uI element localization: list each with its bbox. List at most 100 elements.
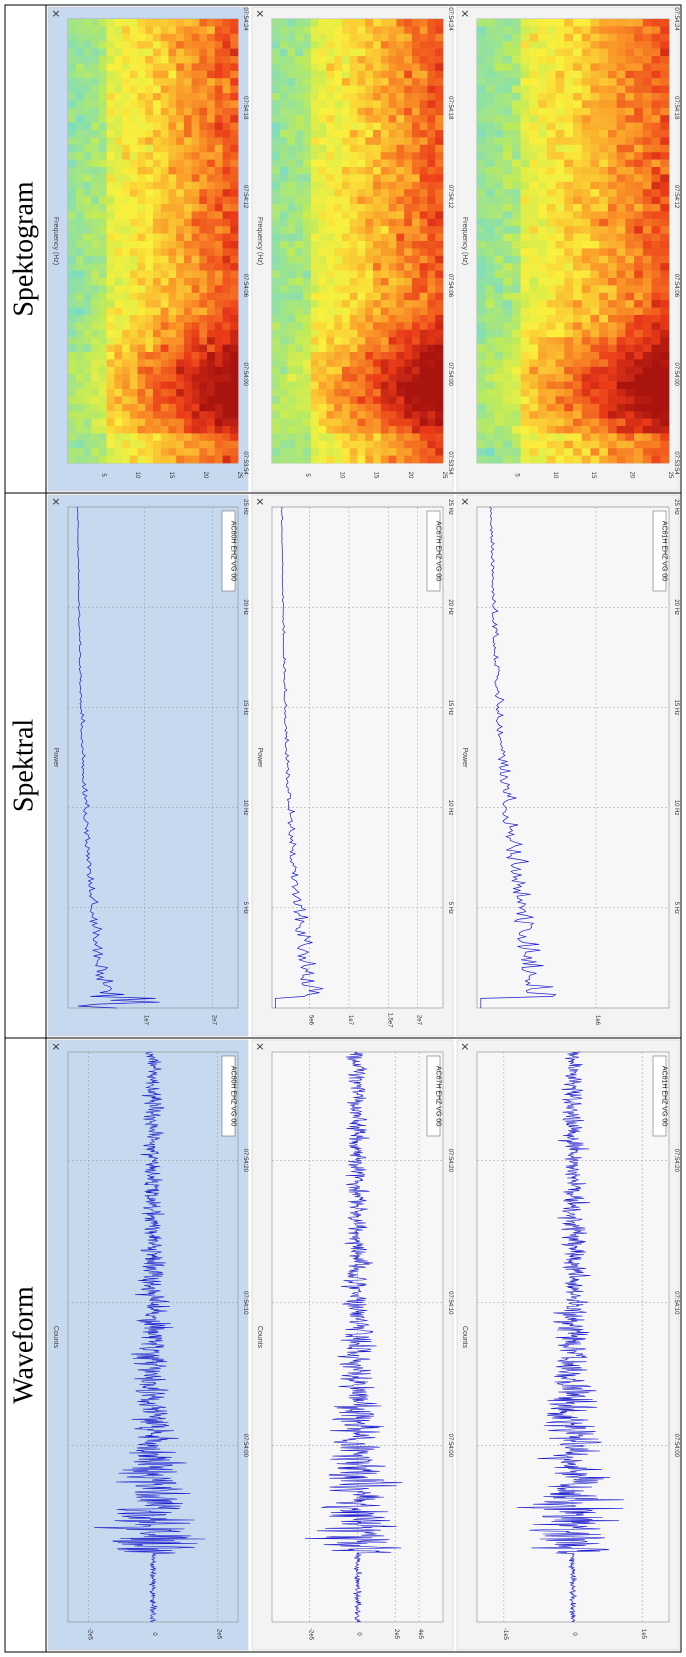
spectrogram-cell: [161, 256, 169, 264]
spectrogram-cell: [280, 271, 288, 279]
spectrogram-cell: [199, 123, 207, 131]
spectrogram-cell: [556, 271, 565, 279]
spectrogram-cell: [420, 433, 428, 441]
spectrogram-cell: [617, 278, 626, 286]
spectrogram-cell: [161, 456, 169, 464]
spectrogram-cell: [529, 433, 538, 441]
spectrogram-cell: [617, 63, 626, 71]
panel-0-2: ×Frequency (Hz)AC61H EHZ VG 0007:53:5407…: [457, 7, 679, 491]
spectrogram-cell: [99, 49, 107, 57]
spectrogram-cell: [365, 367, 373, 375]
spectrogram-cell: [138, 456, 146, 464]
spectrogram-cell: [145, 41, 153, 49]
spectrogram-cell: [295, 382, 303, 390]
spectrogram-cell: [538, 137, 547, 145]
spectrogram-cell: [412, 241, 420, 249]
spectrogram-cell: [272, 271, 280, 279]
spectrogram-cell: [288, 226, 296, 234]
spectrogram-cell: [230, 263, 238, 271]
spectrogram-cell: [334, 197, 342, 205]
spectrogram-cell: [145, 34, 153, 42]
spectrogram-cell: [494, 189, 503, 197]
spectrogram-cell: [122, 63, 130, 71]
spectrogram-cell: [396, 160, 404, 168]
spectrogram-cell: [91, 456, 99, 464]
spectrogram-cell: [373, 330, 381, 338]
spectrogram-cell: [358, 315, 366, 323]
spectrogram-cell: [521, 197, 530, 205]
spectrogram-cell: [184, 359, 192, 367]
spectrogram-cell: [114, 337, 122, 345]
spectrogram-cell: [207, 256, 215, 264]
spectrogram-cell: [521, 78, 530, 86]
spectrogram-cell: [634, 63, 643, 71]
spectrogram-cell: [153, 137, 161, 145]
spectrogram-cell: [99, 426, 107, 434]
spectrogram-cell: [435, 234, 443, 242]
spectrogram-cell: [114, 189, 122, 197]
x-tick-label: 07:54:20: [242, 1149, 248, 1173]
spectrogram-cell: [207, 26, 215, 34]
spectrogram-cell: [365, 100, 373, 108]
spectrogram-cell: [230, 71, 238, 79]
spectrogram-cell: [161, 137, 169, 145]
spectrogram-cell: [168, 56, 176, 64]
spectrogram-cell: [303, 19, 311, 27]
spectrogram-cell: [373, 115, 381, 123]
spectrogram-cell: [215, 167, 223, 175]
spectrogram-cell: [91, 352, 99, 360]
spectrogram-cell: [76, 308, 84, 316]
spectrogram-cell: [365, 56, 373, 64]
x-tick-label: 07:54:10: [242, 1291, 248, 1315]
spectrogram-cell: [76, 182, 84, 190]
spectrogram-cell: [420, 86, 428, 94]
spectrogram-cell: [350, 271, 358, 279]
spectrogram-cell: [486, 271, 495, 279]
spectrogram-cell: [326, 330, 334, 338]
spectrogram-cell: [365, 330, 373, 338]
spectrogram-cell: [477, 160, 486, 168]
spectrogram-cell: [153, 63, 161, 71]
spectrogram-cell: [365, 285, 373, 293]
spectrogram-cell: [590, 189, 599, 197]
spectrogram-cell: [207, 63, 215, 71]
spectrogram-cell: [99, 411, 107, 419]
spectrogram-cell: [556, 404, 565, 412]
spectrogram-cell: [608, 271, 617, 279]
spectrogram-cell: [599, 56, 608, 64]
spectrogram-cell: [427, 322, 435, 330]
spectrogram-cell: [342, 278, 350, 286]
spectrogram-cell: [280, 26, 288, 34]
spectrogram-cell: [599, 345, 608, 353]
spectrogram-cell: [114, 19, 122, 27]
spectrogram-cell: [153, 263, 161, 271]
spectrogram-cell: [145, 56, 153, 64]
spectrogram-cell: [404, 145, 412, 153]
spectrogram-cell: [564, 174, 573, 182]
spectrogram-cell: [161, 278, 169, 286]
spectrogram-cell: [404, 204, 412, 212]
spectrogram-cell: [477, 115, 486, 123]
spectrogram-cell: [486, 330, 495, 338]
spectrogram-cell: [199, 167, 207, 175]
spectrogram-cell: [582, 293, 591, 301]
spectrogram-cell: [303, 271, 311, 279]
spectrogram-cell: [107, 404, 115, 412]
spectrogram-cell: [494, 211, 503, 219]
spectrogram-cell: [427, 404, 435, 412]
spectrogram-cell: [68, 374, 76, 382]
spectrogram-cell: [420, 152, 428, 160]
spectrogram-cell: [427, 182, 435, 190]
spectrogram-cell: [599, 197, 608, 205]
spectrogram-cell: [494, 374, 503, 382]
spectrogram-cell: [122, 396, 130, 404]
spectrogram-cell: [114, 56, 122, 64]
spectrogram-cell: [192, 241, 200, 249]
spectrogram-cell: [223, 322, 231, 330]
spectrogram-cell: [660, 337, 669, 345]
section-title: Spektral: [8, 719, 39, 813]
spectrogram-cell: [625, 404, 634, 412]
x-tick-label: 07:54:06: [242, 274, 248, 298]
x-tick-label: 07:54:00: [447, 1434, 453, 1458]
spectrogram-cell: [503, 41, 512, 49]
